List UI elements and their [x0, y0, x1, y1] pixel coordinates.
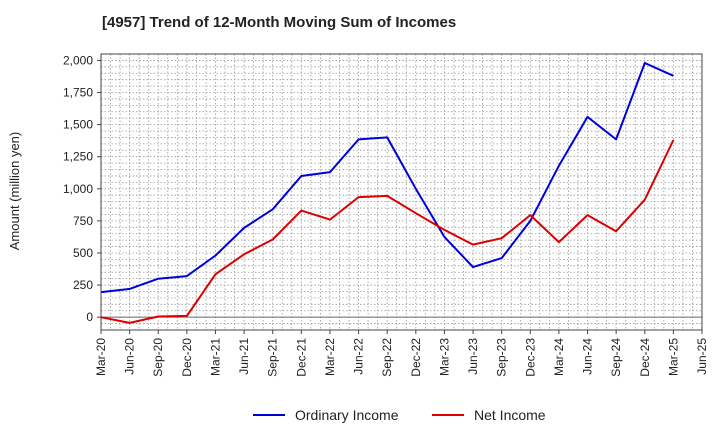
y-axis: 0 250 500 750 1,000 1,250 1,500 1,750 2,000	[63, 53, 101, 324]
chart-title: [4957] Trend of 12-Month Moving Sum of I…	[102, 14, 457, 31]
y-axis-title: Amount (million yen)	[7, 132, 22, 251]
x-tick-label: Mar-22	[323, 338, 337, 376]
net-income-line	[100, 139, 675, 324]
y-tick-label: 750	[73, 214, 93, 228]
y-tick-label: 500	[73, 246, 93, 260]
y-tick-label: 1,250	[63, 150, 93, 164]
x-tick-label: Mar-25	[666, 338, 680, 376]
x-tick-label: Jun-22	[352, 338, 366, 375]
x-tick-label: Jun-21	[237, 338, 251, 375]
x-tick-label: Jun-20	[123, 338, 137, 375]
x-tick-label: Dec-24	[638, 338, 652, 377]
legend-label-ordinary-income: Ordinary Income	[295, 407, 399, 423]
x-tick-label: Mar-20	[94, 338, 108, 376]
x-tick-label: Mar-23	[437, 338, 451, 376]
legend-label-net-income: Net Income	[474, 407, 546, 423]
x-tick-label: Sep-22	[380, 338, 394, 377]
y-tick-label: 250	[73, 278, 93, 292]
x-tick-label: Sep-24	[609, 338, 623, 377]
x-tick-label: Sep-21	[266, 338, 280, 377]
x-tick-label: Dec-23	[523, 338, 537, 377]
x-tick-label: Dec-22	[409, 338, 423, 377]
y-tick-label: 0	[86, 310, 93, 324]
x-tick-label: Jun-23	[466, 338, 480, 375]
y-tick-label: 2,000	[63, 53, 93, 67]
ordinary-income-line	[100, 62, 674, 294]
x-tick-label: Mar-21	[208, 338, 222, 376]
y-tick-label: 1,750	[63, 86, 93, 100]
legend: Ordinary Income Net Income	[253, 407, 546, 423]
plot-frame	[100, 53, 703, 331]
x-tick-label: Dec-21	[294, 338, 308, 377]
series-lines	[100, 62, 675, 324]
x-tick-label: Dec-20	[180, 338, 194, 377]
grid-lines	[100, 53, 702, 330]
y-tick-label: 1,500	[63, 118, 93, 132]
y-tick-label: 1,000	[63, 182, 93, 196]
x-tick-label: Sep-23	[495, 338, 509, 377]
x-tick-label: Jun-25	[695, 338, 709, 375]
x-axis: Mar-20 Jun-20 Sep-20 Dec-20 Mar-21 Jun-21 Sep-…	[94, 330, 709, 377]
x-tick-label: Sep-20	[151, 338, 165, 377]
x-tick-label: Jun-24	[581, 338, 595, 375]
x-tick-label: Mar-24	[552, 338, 566, 376]
